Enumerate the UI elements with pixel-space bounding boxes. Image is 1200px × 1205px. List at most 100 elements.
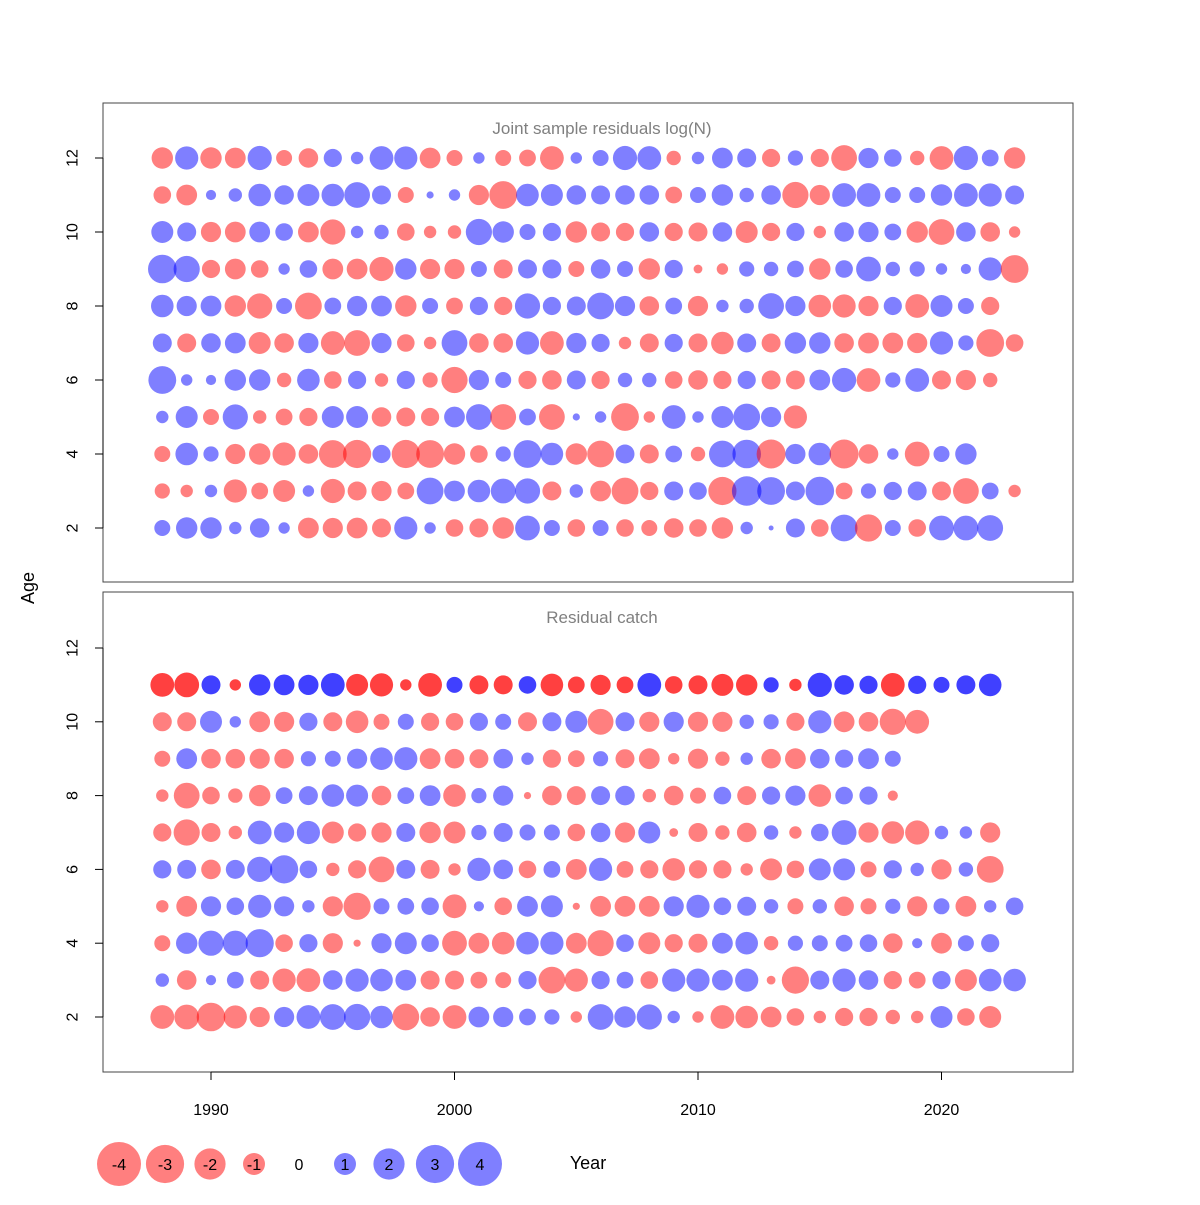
residual-bubble	[247, 856, 273, 883]
residual-bubble	[832, 183, 856, 207]
residual-bubble	[905, 820, 930, 845]
residual-bubble	[423, 336, 437, 350]
residual-bubble	[885, 261, 900, 277]
y-tick-label: 4	[65, 449, 82, 458]
residual-bubble	[297, 368, 320, 392]
residual-bubble	[469, 296, 488, 316]
panel-2-title: Residual catch	[546, 608, 658, 627]
legend-label: 3	[431, 1157, 440, 1174]
residual-bubble	[786, 222, 805, 242]
residual-bubble	[444, 480, 465, 502]
residual-bubble	[419, 785, 441, 806]
residual-bubble	[270, 855, 299, 884]
residual-bubble	[345, 968, 369, 992]
residual-bubble	[276, 372, 292, 388]
x-tick-label: 1990	[193, 1102, 229, 1119]
residual-bubble	[251, 482, 269, 500]
residual-bubble	[468, 1006, 490, 1028]
residual-bubble	[421, 712, 440, 731]
residual-bubble	[347, 295, 368, 317]
residual-bubble	[151, 221, 174, 243]
residual-bubble	[518, 370, 537, 390]
residual-bubble	[274, 748, 294, 769]
residual-bubble	[884, 750, 901, 767]
residual-bubble	[394, 516, 418, 540]
residual-bubble	[151, 294, 174, 318]
residual-bubble	[981, 149, 999, 167]
residual-bubble	[372, 444, 391, 464]
residual-bubble	[929, 515, 954, 541]
residual-bubble	[978, 183, 1002, 207]
residual-bubble	[177, 333, 197, 353]
residual-bubble	[448, 863, 461, 876]
residual-bubble	[222, 930, 248, 956]
residual-bubble	[298, 221, 319, 243]
residual-bubble	[739, 714, 754, 729]
residual-bubble	[614, 895, 636, 917]
residual-bubble	[296, 968, 321, 992]
residual-bubble	[177, 859, 197, 879]
residual-bubble	[831, 820, 857, 845]
residual-bubble	[1008, 226, 1021, 238]
residual-bubble	[152, 712, 172, 732]
residual-bubble	[493, 859, 513, 880]
residual-bubble	[763, 825, 779, 840]
residual-bubble	[343, 892, 371, 920]
residual-bubble	[174, 1004, 200, 1030]
residual-bubble	[473, 901, 484, 912]
residual-bubble	[712, 932, 733, 954]
residual-bubble	[1008, 484, 1021, 498]
residual-bubble	[200, 295, 222, 317]
residual-bubble	[420, 859, 440, 879]
residual-bubble	[491, 931, 515, 955]
residual-bubble	[834, 896, 854, 917]
residual-bubble	[665, 297, 683, 315]
residual-bubble	[391, 439, 420, 469]
residual-bubble	[469, 333, 489, 353]
residual-bubble	[783, 405, 808, 429]
residual-bubble	[664, 371, 683, 389]
residual-bubble	[420, 258, 441, 280]
residual-bubble	[397, 223, 415, 241]
residual-bubble	[908, 971, 926, 989]
residual-bubble	[148, 366, 177, 394]
residual-bubble	[346, 673, 369, 696]
residual-bubble	[228, 788, 243, 803]
residual-bubble	[662, 968, 686, 992]
residual-bubble	[859, 786, 878, 805]
residual-bubble	[789, 826, 802, 839]
residual-bubble	[323, 148, 342, 168]
residual-bubble	[638, 895, 660, 917]
residual-bubble	[201, 259, 221, 279]
y-tick-label: 8	[65, 791, 82, 800]
residual-bubble	[348, 823, 367, 842]
residual-bubble	[426, 191, 434, 199]
residual-bubble	[201, 823, 221, 842]
residual-bubble	[542, 749, 562, 768]
residual-bubble	[468, 369, 489, 391]
residual-bubble	[572, 902, 580, 910]
residual-bubble	[688, 333, 708, 353]
residual-bubble	[690, 446, 706, 462]
residual-bubble	[786, 860, 805, 879]
residual-bubble	[396, 370, 415, 390]
residual-bubble	[495, 972, 512, 989]
residual-bubble	[156, 900, 169, 913]
residual-bubble	[832, 968, 856, 992]
legend-label: -4	[112, 1157, 126, 1174]
residual-bubble	[1005, 897, 1024, 916]
residual-bubble	[737, 786, 757, 806]
legend-bubble	[458, 1142, 502, 1186]
residual-bubble	[278, 263, 290, 275]
residual-bubble	[247, 293, 273, 319]
legend-bubble	[373, 1148, 405, 1180]
residual-bubble	[614, 1006, 636, 1028]
residual-bubble	[321, 821, 344, 844]
residual-bubble	[542, 785, 562, 806]
residual-bubble	[274, 822, 295, 843]
residual-bubble	[154, 483, 170, 499]
residual-bubble	[592, 520, 609, 536]
residual-bubble	[249, 784, 271, 807]
residual-bubble	[224, 332, 246, 354]
residual-bubble	[835, 482, 853, 500]
